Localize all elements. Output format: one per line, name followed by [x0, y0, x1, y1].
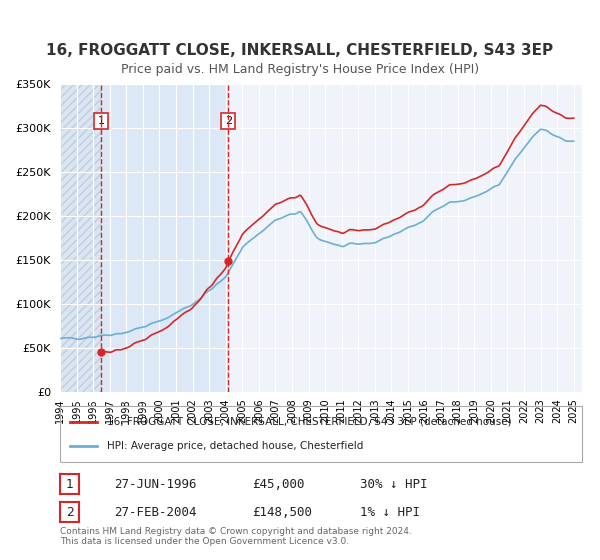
Text: Price paid vs. HM Land Registry's House Price Index (HPI): Price paid vs. HM Land Registry's House … [121, 63, 479, 77]
Text: £148,500: £148,500 [252, 506, 312, 519]
Text: 2: 2 [225, 116, 232, 126]
Text: 27-JUN-1996: 27-JUN-1996 [114, 478, 197, 491]
Text: 16, FROGGATT CLOSE, INKERSALL, CHESTERFIELD, S43 3EP (detached house): 16, FROGGATT CLOSE, INKERSALL, CHESTERFI… [107, 417, 512, 427]
Text: 1: 1 [98, 116, 105, 126]
Text: 30% ↓ HPI: 30% ↓ HPI [360, 478, 427, 491]
Text: £45,000: £45,000 [252, 478, 305, 491]
Text: 16, FROGGATT CLOSE, INKERSALL, CHESTERFIELD, S43 3EP: 16, FROGGATT CLOSE, INKERSALL, CHESTERFI… [46, 43, 554, 58]
Text: Contains HM Land Registry data © Crown copyright and database right 2024.
This d: Contains HM Land Registry data © Crown c… [60, 526, 412, 546]
Text: 1: 1 [65, 478, 74, 491]
Bar [101, 84, 229, 392]
Text: HPI: Average price, detached house, Chesterfield: HPI: Average price, detached house, Ches… [107, 441, 364, 451]
Text: 1% ↓ HPI: 1% ↓ HPI [360, 506, 420, 519]
Text: 27-FEB-2004: 27-FEB-2004 [114, 506, 197, 519]
Text: 2: 2 [65, 506, 74, 519]
Bar [60, 84, 101, 392]
